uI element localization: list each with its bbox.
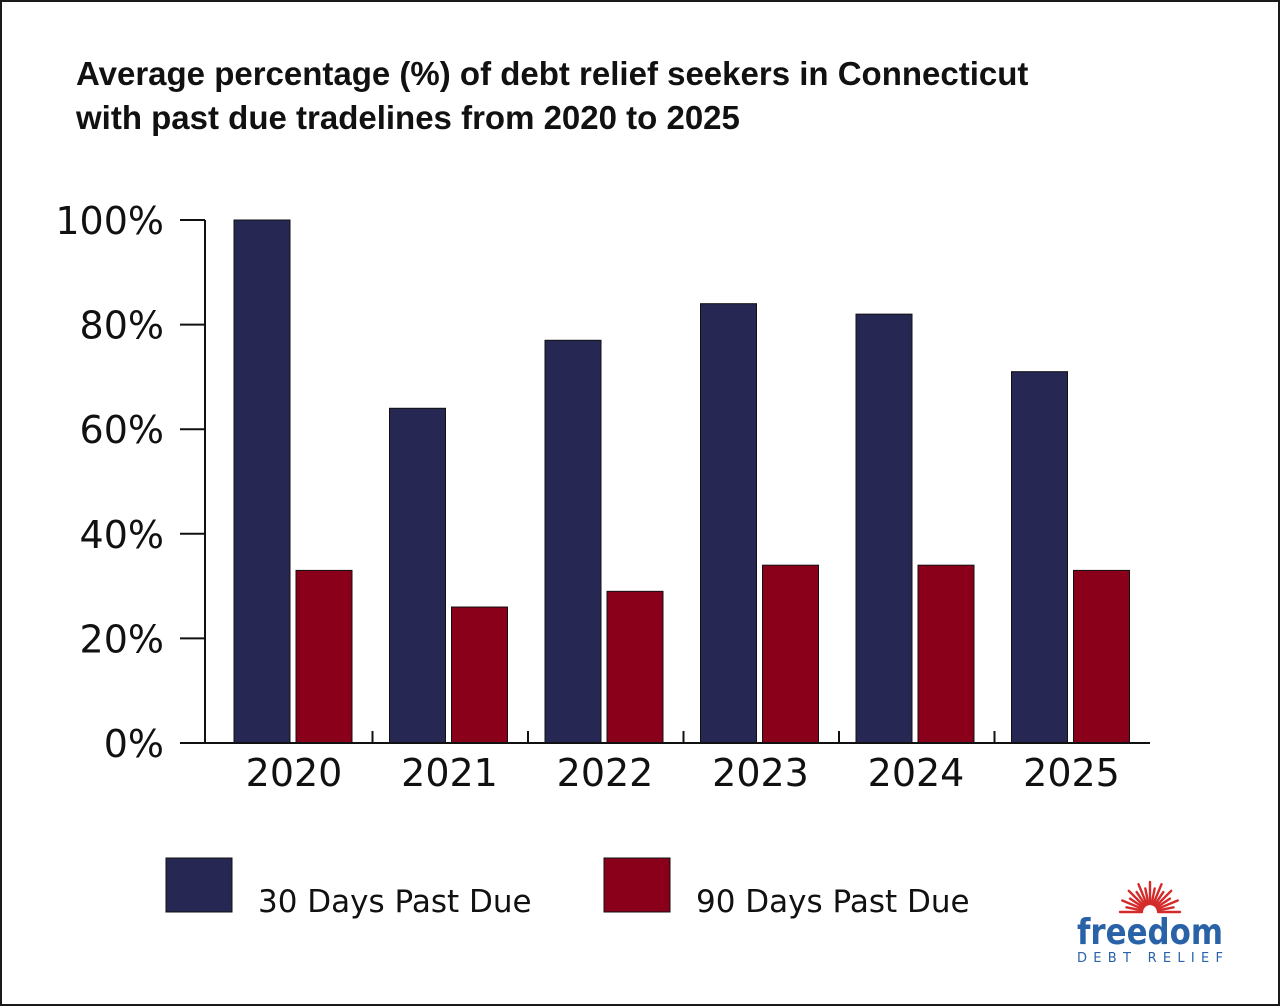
sunburst-icon: [1118, 880, 1182, 914]
bar-30-days-2020: [233, 219, 291, 744]
y-axis-ticks: 0% 20% 40% 60% 80% 100%: [55, 199, 205, 766]
bar-30-days-2021: [389, 407, 446, 744]
x-category-label: 2022: [557, 751, 654, 795]
y-tick-label: 40%: [80, 513, 164, 557]
x-axis-labels: 2020 2021 2022 2023 2024 2025: [246, 751, 1120, 795]
bar-30-days-2023: [700, 303, 757, 744]
bar-90-days-2022: [606, 590, 664, 744]
chart-title-line-2: with past due tradelines from 2020 to 20…: [76, 99, 740, 136]
legend-swatch-30-days: [165, 857, 233, 913]
chart-title-line-1: Average percentage (%) of debt relief se…: [76, 55, 1029, 92]
bar-90-days-2020: [295, 569, 353, 744]
bar-90-days-2023: [762, 564, 819, 744]
bar-30-days-2025: [1011, 371, 1068, 744]
logo-wordmark: freedom: [1077, 912, 1223, 953]
x-category-label: 2024: [868, 751, 965, 795]
y-tick-label: 60%: [80, 408, 164, 452]
bars-group: [233, 219, 1130, 744]
x-category-label: 2025: [1023, 751, 1120, 795]
legend-label-30-days: 30 Days Past Due: [258, 884, 532, 920]
x-category-label: 2021: [401, 751, 498, 795]
y-tick-label: 20%: [80, 617, 164, 661]
bar-30-days-2024: [855, 313, 913, 744]
y-tick-label: 0%: [104, 722, 164, 766]
legend-label-90-days: 90 Days Past Due: [696, 884, 970, 920]
y-tick-label: 80%: [80, 304, 164, 348]
x-category-label: 2020: [246, 751, 343, 795]
y-tick-label: 100%: [55, 199, 164, 243]
freedom-debt-relief-logo: freedom DEBT RELIEF: [1077, 880, 1223, 966]
x-category-label: 2023: [712, 751, 809, 795]
logo-tagline: DEBT RELIEF: [1077, 951, 1223, 966]
chart-title: Average percentage (%) of debt relief se…: [76, 52, 1226, 140]
x-axis-ticks: [371, 731, 996, 743]
legend-swatch-90-days: [603, 857, 671, 913]
bar-90-days-2025: [1073, 569, 1130, 744]
bar-90-days-2021: [451, 606, 508, 744]
bar-90-days-2024: [917, 564, 975, 744]
legend: 30 Days Past Due 90 Days Past Due: [165, 857, 970, 920]
bar-30-days-2022: [544, 339, 602, 744]
